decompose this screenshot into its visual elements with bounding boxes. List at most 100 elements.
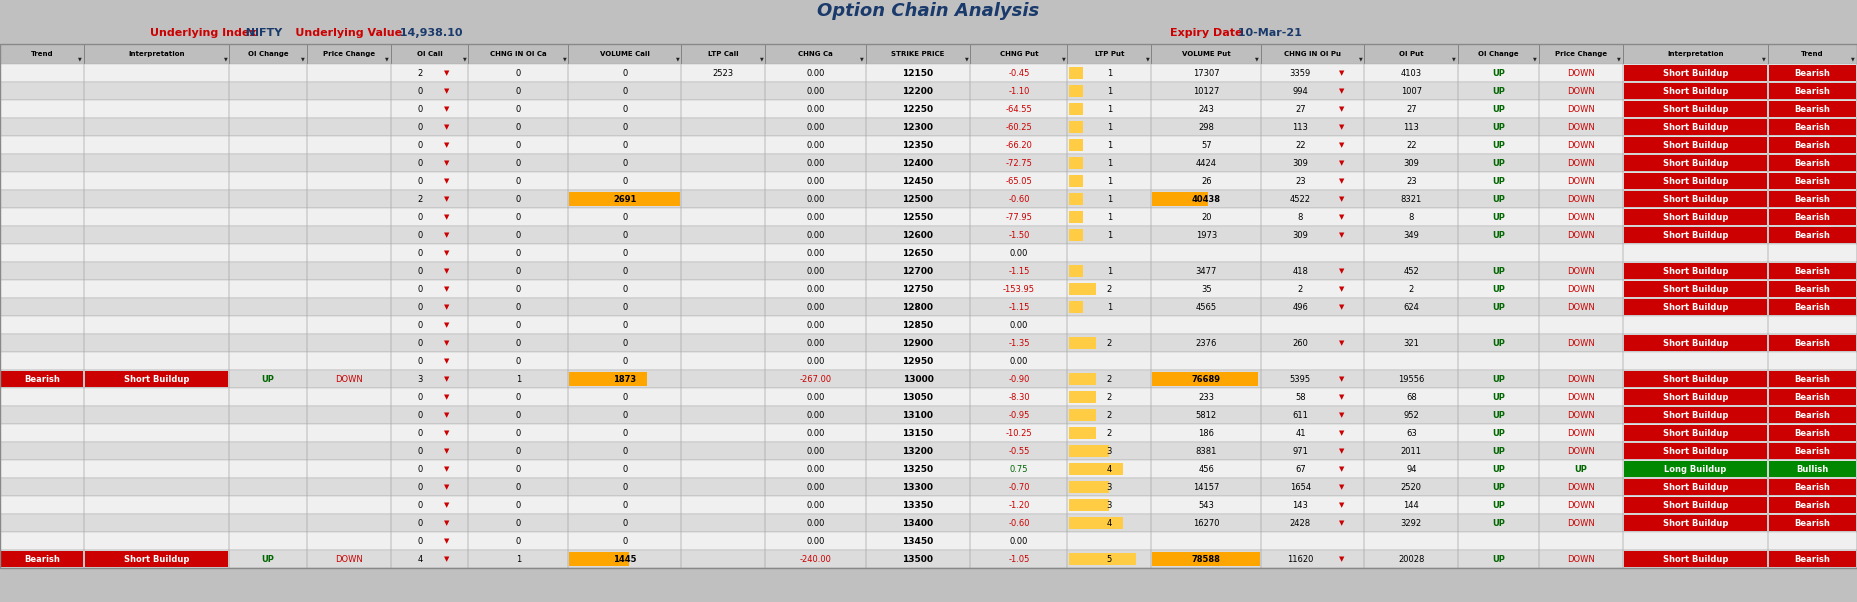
Bar (468, 352, 568, 370)
Bar (1768, 442, 1857, 460)
Text: ▼: ▼ (1339, 124, 1344, 130)
Bar (682, 136, 765, 154)
Bar (0, 136, 84, 154)
Bar (568, 100, 682, 118)
Text: DOWN: DOWN (1567, 500, 1595, 509)
Bar (971, 244, 1068, 262)
Text: UP: UP (1491, 69, 1504, 78)
Bar (1623, 299, 1768, 315)
Bar (228, 370, 306, 388)
Text: 0: 0 (516, 518, 522, 527)
Text: Bearish: Bearish (1794, 105, 1831, 114)
Bar (971, 478, 1068, 496)
Text: ▼: ▼ (444, 358, 449, 364)
Bar (568, 442, 682, 460)
Bar (1070, 67, 1083, 79)
Bar (1623, 227, 1768, 243)
Bar (865, 44, 971, 64)
Text: 0: 0 (622, 176, 628, 185)
Text: 4424: 4424 (1196, 158, 1216, 167)
Bar (84, 442, 228, 460)
Text: 1: 1 (1107, 158, 1112, 167)
Bar (1768, 424, 1857, 442)
Text: 0: 0 (516, 213, 522, 222)
Bar (568, 352, 682, 370)
Bar (765, 172, 865, 190)
Bar (1068, 550, 1151, 568)
Text: -1.50: -1.50 (1008, 231, 1029, 240)
Bar (306, 226, 390, 244)
Text: ▼: ▼ (444, 250, 449, 256)
Bar (468, 316, 568, 334)
Text: ▼: ▼ (1339, 286, 1344, 292)
Text: 1445: 1445 (613, 554, 637, 563)
Bar (1070, 265, 1083, 277)
Bar (228, 352, 306, 370)
Bar (568, 550, 682, 568)
Bar (390, 478, 468, 496)
Text: 76689: 76689 (1192, 374, 1220, 383)
Bar (1365, 424, 1458, 442)
Bar (390, 118, 468, 136)
Text: Bearish: Bearish (1794, 374, 1831, 383)
Bar (228, 172, 306, 190)
Text: Bearish: Bearish (1794, 338, 1831, 347)
Bar (1261, 496, 1365, 514)
Bar (1770, 299, 1855, 315)
Bar (84, 226, 228, 244)
Bar (1539, 514, 1623, 532)
Bar (568, 406, 682, 424)
Text: DOWN: DOWN (334, 374, 362, 383)
Bar (1365, 442, 1458, 460)
Bar (306, 334, 390, 352)
Bar (84, 352, 228, 370)
Text: ▼: ▼ (444, 430, 449, 436)
Bar (0, 280, 1857, 298)
Text: UP: UP (1491, 482, 1504, 491)
Text: 0: 0 (418, 285, 423, 294)
Bar (682, 82, 765, 100)
Text: OI Change: OI Change (247, 51, 288, 57)
Bar (765, 44, 865, 64)
Bar (865, 460, 971, 478)
Bar (1623, 209, 1768, 225)
Bar (1458, 424, 1539, 442)
Bar (390, 136, 468, 154)
Bar (1261, 442, 1365, 460)
Bar (1151, 136, 1261, 154)
Bar (1261, 172, 1365, 190)
Bar (1153, 552, 1261, 566)
Bar (468, 334, 568, 352)
Text: Short Buildup: Short Buildup (1662, 105, 1729, 114)
Bar (971, 208, 1068, 226)
Text: 0: 0 (418, 213, 423, 222)
Bar (1768, 136, 1857, 154)
Bar (1070, 121, 1083, 133)
Bar (1770, 155, 1855, 171)
Text: 67: 67 (1294, 465, 1305, 474)
Text: 3: 3 (1107, 447, 1112, 456)
Text: 13100: 13100 (903, 411, 934, 420)
Text: 0: 0 (516, 302, 522, 311)
Bar (1365, 532, 1458, 550)
Text: DOWN: DOWN (1567, 69, 1595, 78)
Text: 13150: 13150 (903, 429, 934, 438)
Text: Bearish: Bearish (1794, 411, 1831, 420)
Bar (0, 550, 1857, 568)
Bar (390, 334, 468, 352)
Bar (1539, 316, 1623, 334)
Bar (1068, 406, 1151, 424)
Bar (0, 370, 1857, 388)
Bar (84, 280, 228, 298)
Bar (865, 298, 971, 316)
Bar (1539, 370, 1623, 388)
Text: 5: 5 (1107, 554, 1112, 563)
Text: ▼: ▼ (444, 394, 449, 400)
Bar (1768, 370, 1857, 388)
Bar (682, 550, 765, 568)
Text: 260: 260 (1292, 338, 1309, 347)
Bar (2, 371, 84, 387)
Text: 0: 0 (622, 140, 628, 149)
Bar (84, 154, 228, 172)
Text: 0: 0 (622, 500, 628, 509)
